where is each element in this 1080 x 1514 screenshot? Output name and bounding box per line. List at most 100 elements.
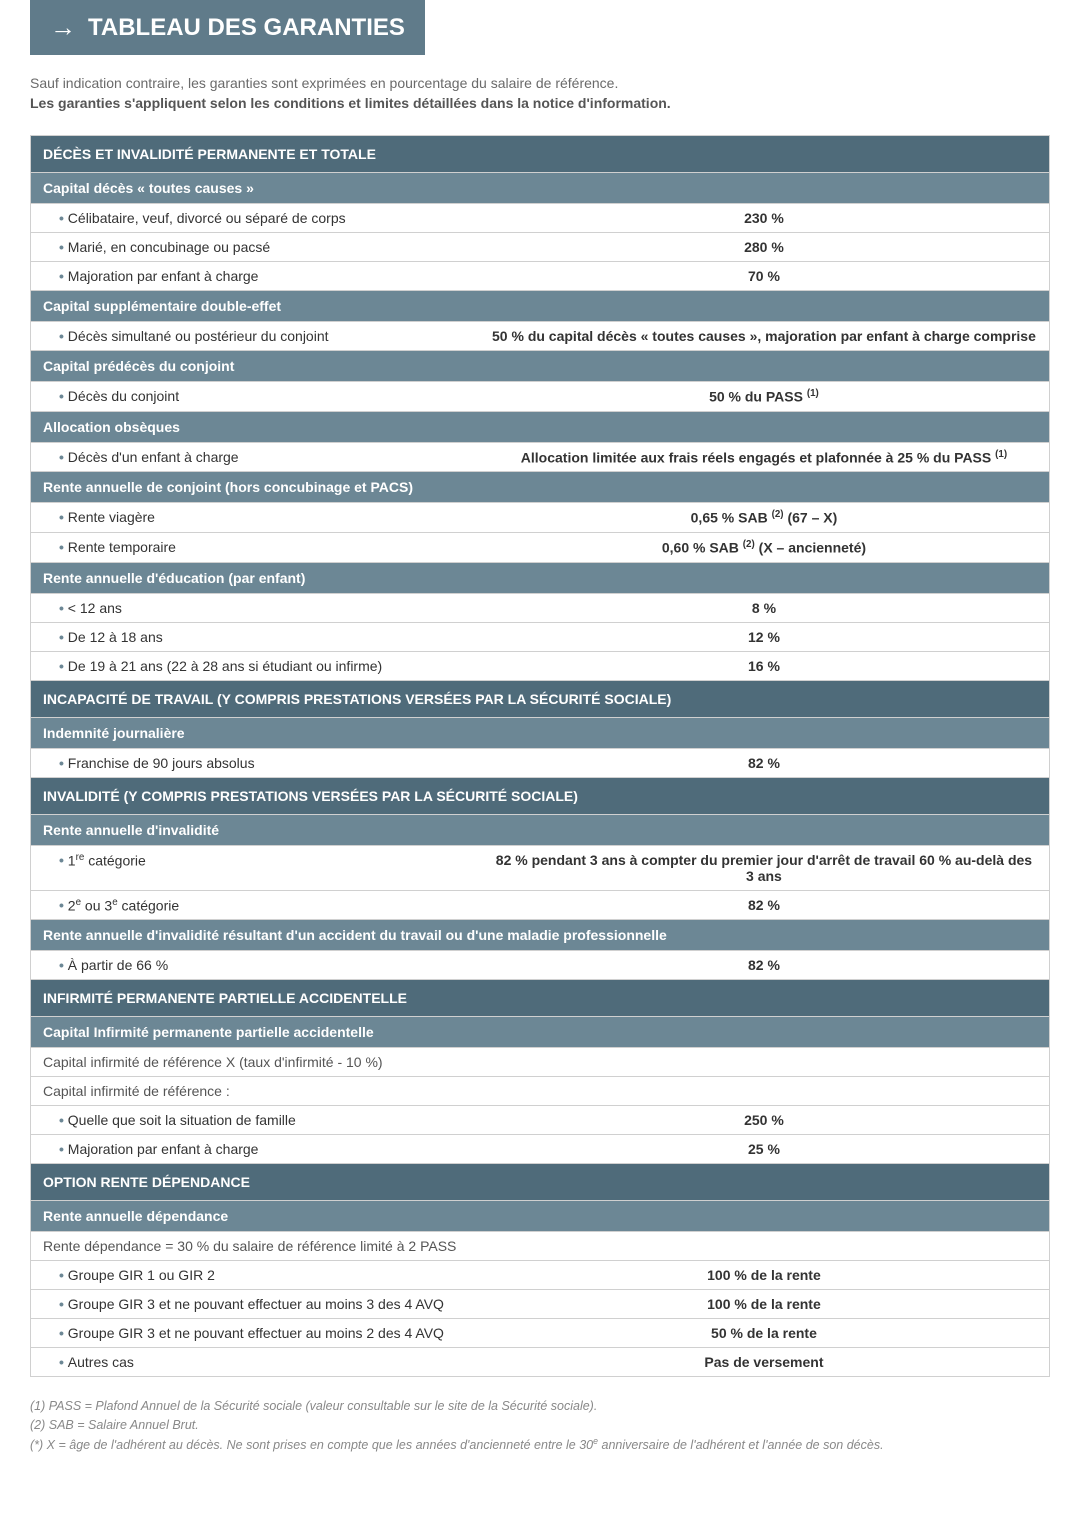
table-row: Groupe GIR 3 et ne pouvant effectuer au … (31, 1289, 1049, 1318)
section-header-text: INFIRMITÉ PERMANENTE PARTIELLE ACCIDENTE… (31, 980, 1049, 1016)
row-value: 0,65 % SAB (2) (67 – X) (479, 503, 1049, 532)
row-value: 82 % pendant 3 ans à compter du premier … (479, 846, 1049, 890)
row-label: Groupe GIR 1 ou GIR 2 (31, 1261, 479, 1289)
row-value: 8 % (479, 594, 1049, 622)
subheader-text: Rente annuelle d'invalidité (31, 815, 1049, 845)
table-row: Décès du conjoint 50 % du PASS (1) (31, 381, 1049, 411)
table-row: Capital infirmité de référence X (taux d… (31, 1047, 1049, 1076)
subheader-text: Capital supplémentaire double-effet (31, 291, 1049, 321)
row-value: 82 % (479, 749, 1049, 777)
subheader-text: Rente annuelle d'éducation (par enfant) (31, 563, 1049, 593)
row-value: 230 % (479, 204, 1049, 232)
row-label: Rente viagère (31, 503, 479, 532)
row-label: Rente temporaire (31, 533, 479, 562)
row-value: 250 % (479, 1106, 1049, 1134)
subheader-text: Indemnité journalière (31, 718, 1049, 748)
row-label: < 12 ans (31, 594, 479, 622)
row-value: 82 % (479, 891, 1049, 920)
subheader-text: Allocation obsèques (31, 412, 1049, 442)
arrow-icon: → (50, 12, 76, 43)
row-label: Capital infirmité de référence : (31, 1077, 479, 1105)
row-value: 50 % de la rente (479, 1319, 1049, 1347)
row-value (479, 1077, 1049, 1105)
row-value: 50 % du capital décès « toutes causes »,… (479, 322, 1049, 350)
row-label: Rente dépendance = 30 % du salaire de ré… (31, 1232, 479, 1260)
row-value: 100 % de la rente (479, 1290, 1049, 1318)
footnote-1: (1) PASS = Plafond Annuel de la Sécurité… (30, 1397, 1050, 1416)
row-value: 12 % (479, 623, 1049, 651)
subheader: Capital Infirmité permanente partielle a… (31, 1016, 1049, 1047)
subheader: Rente annuelle d'éducation (par enfant) (31, 562, 1049, 593)
subheader-text: Rente annuelle d'invalidité résultant d'… (31, 920, 1049, 950)
row-label: 1re catégorie (31, 846, 479, 890)
row-label: De 19 à 21 ans (22 à 28 ans si étudiant … (31, 652, 479, 680)
row-label: Quelle que soit la situation de famille (31, 1106, 479, 1134)
table-row: Quelle que soit la situation de famille … (31, 1105, 1049, 1134)
table-row: 2e ou 3e catégorie 82 % (31, 890, 1049, 920)
row-label: Autres cas (31, 1348, 479, 1376)
subheader: Capital supplémentaire double-effet (31, 290, 1049, 321)
table-row: Capital infirmité de référence : (31, 1076, 1049, 1105)
row-value: 70 % (479, 262, 1049, 290)
row-label: 2e ou 3e catégorie (31, 891, 479, 920)
intro-line-2: Les garanties s'appliquent selon les con… (30, 95, 1050, 111)
table-row: < 12 ans 8 % (31, 593, 1049, 622)
table-row: Rente viagère 0,65 % SAB (2) (67 – X) (31, 502, 1049, 532)
footnote-2: (2) SAB = Salaire Annuel Brut. (30, 1416, 1050, 1435)
subheader-text: Capital Infirmité permanente partielle a… (31, 1017, 1049, 1047)
row-value: Pas de versement (479, 1348, 1049, 1376)
row-value: 0,60 % SAB (2) (X – ancienneté) (479, 533, 1049, 562)
row-label: Groupe GIR 3 et ne pouvant effectuer au … (31, 1319, 479, 1347)
subheader-text: Rente annuelle de conjoint (hors concubi… (31, 472, 1049, 502)
subheader-text: Capital prédécès du conjoint (31, 351, 1049, 381)
subheader: Indemnité journalière (31, 717, 1049, 748)
row-value: 100 % de la rente (479, 1261, 1049, 1289)
row-value (479, 1232, 1049, 1260)
row-value (479, 1048, 1049, 1076)
table-row: Majoration par enfant à charge 70 % (31, 261, 1049, 290)
section-header-deces: DÉCÈS ET INVALIDITÉ PERMANENTE ET TOTALE (31, 136, 1049, 172)
subheader: Capital décès « toutes causes » (31, 172, 1049, 203)
subheader-text: Rente annuelle dépendance (31, 1201, 1049, 1231)
subheader: Capital prédécès du conjoint (31, 350, 1049, 381)
table-row: 1re catégorie 82 % pendant 3 ans à compt… (31, 845, 1049, 890)
subheader: Rente annuelle de conjoint (hors concubi… (31, 471, 1049, 502)
subheader: Rente annuelle dépendance (31, 1200, 1049, 1231)
table-row: Autres cas Pas de versement (31, 1347, 1049, 1376)
section-header-incapacite: INCAPACITÉ DE TRAVAIL (Y COMPRIS PRESTAT… (31, 680, 1049, 717)
section-header-text: OPTION RENTE DÉPENDANCE (31, 1164, 1049, 1200)
guarantees-table: DÉCÈS ET INVALIDITÉ PERMANENTE ET TOTALE… (30, 135, 1050, 1377)
row-label: Capital infirmité de référence X (taux d… (31, 1048, 479, 1076)
row-value: 25 % (479, 1135, 1049, 1163)
page-title-bar: → TABLEAU DES GARANTIES (30, 0, 425, 55)
table-row: De 19 à 21 ans (22 à 28 ans si étudiant … (31, 651, 1049, 680)
table-row: Rente dépendance = 30 % du salaire de ré… (31, 1231, 1049, 1260)
row-label: Célibataire, veuf, divorcé ou séparé de … (31, 204, 479, 232)
row-label: À partir de 66 % (31, 951, 479, 979)
section-header-dependance: OPTION RENTE DÉPENDANCE (31, 1163, 1049, 1200)
row-label: Majoration par enfant à charge (31, 262, 479, 290)
footnotes: (1) PASS = Plafond Annuel de la Sécurité… (30, 1397, 1050, 1454)
row-value: 280 % (479, 233, 1049, 261)
table-row: Décès d'un enfant à charge Allocation li… (31, 442, 1049, 472)
section-header-invalidite: INVALIDITÉ (Y COMPRIS PRESTATIONS VERSÉE… (31, 777, 1049, 814)
intro-line-1: Sauf indication contraire, les garanties… (30, 75, 1050, 91)
table-row: Groupe GIR 3 et ne pouvant effectuer au … (31, 1318, 1049, 1347)
row-value: 82 % (479, 951, 1049, 979)
row-value: 16 % (479, 652, 1049, 680)
subheader-text: Capital décès « toutes causes » (31, 173, 1049, 203)
row-label: Groupe GIR 3 et ne pouvant effectuer au … (31, 1290, 479, 1318)
row-value: Allocation limitée aux frais réels engag… (479, 443, 1049, 472)
table-row: Majoration par enfant à charge 25 % (31, 1134, 1049, 1163)
subheader: Allocation obsèques (31, 411, 1049, 442)
row-label: Marié, en concubinage ou pacsé (31, 233, 479, 261)
table-row: Rente temporaire 0,60 % SAB (2) (X – anc… (31, 532, 1049, 562)
row-label: Décès du conjoint (31, 382, 479, 411)
row-label: De 12 à 18 ans (31, 623, 479, 651)
table-row: Décès simultané ou postérieur du conjoin… (31, 321, 1049, 350)
table-row: Marié, en concubinage ou pacsé 280 % (31, 232, 1049, 261)
page-title: TABLEAU DES GARANTIES (88, 14, 405, 42)
section-header-text: DÉCÈS ET INVALIDITÉ PERMANENTE ET TOTALE (31, 136, 1049, 172)
table-row: Groupe GIR 1 ou GIR 2 100 % de la rente (31, 1260, 1049, 1289)
section-header-infirmite: INFIRMITÉ PERMANENTE PARTIELLE ACCIDENTE… (31, 979, 1049, 1016)
